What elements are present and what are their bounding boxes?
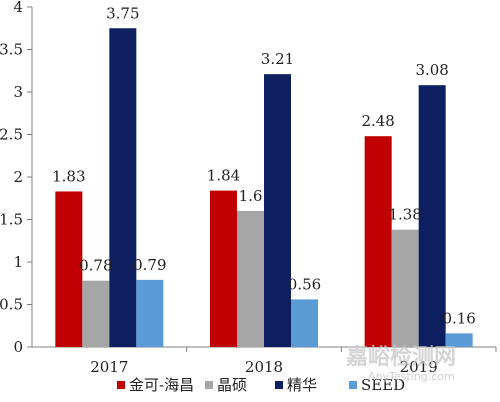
y-tick-label: 3 bbox=[13, 83, 23, 101]
y-tick-label: 2 bbox=[13, 168, 23, 186]
bar-2017-series-1 bbox=[82, 280, 110, 347]
data-label: 0.78 bbox=[79, 257, 112, 275]
x-tick-label: 2018 bbox=[245, 358, 283, 376]
legend: 金可-海昌 晶硕 精华 SEED bbox=[117, 376, 405, 394]
y-tick-label: 3.5 bbox=[0, 41, 23, 59]
bar-2019-series-2 bbox=[418, 85, 446, 347]
data-labels: 1.83 0.78 3.75 0.79 1.84 1.6 3.21 0.56 2.48 1.38 3… bbox=[52, 4, 476, 327]
legend-swatch-2 bbox=[275, 381, 283, 389]
bar-2018-series-0 bbox=[210, 190, 237, 347]
data-label: 0.79 bbox=[133, 256, 166, 274]
y-tick-label: 1 bbox=[13, 253, 23, 271]
y-tick-label: 2.5 bbox=[0, 126, 23, 144]
bar-2017-series-3 bbox=[136, 279, 164, 347]
data-label: 3.08 bbox=[415, 61, 448, 79]
y-tick-label: 0.5 bbox=[0, 296, 23, 314]
legend-label-3: SEED bbox=[361, 376, 405, 394]
bar-2017-series-2 bbox=[109, 28, 137, 347]
watermark-url: AnyTesting.com bbox=[368, 370, 455, 383]
x-tick-label: 2019 bbox=[400, 358, 438, 376]
bar-2018-series-1 bbox=[237, 211, 264, 347]
data-label: 1.38 bbox=[388, 206, 421, 224]
bar-series bbox=[55, 28, 473, 348]
legend-label-1: 晶硕 bbox=[217, 376, 247, 394]
bar-2019-series-3 bbox=[445, 333, 473, 347]
legend-swatch-0 bbox=[117, 381, 125, 389]
bar-2019-series-0 bbox=[364, 136, 392, 347]
y-tick-label: 0 bbox=[13, 338, 23, 356]
watermark: 嘉峪检测网 AnyTesting.com bbox=[346, 344, 456, 383]
data-label: 3.75 bbox=[106, 4, 139, 22]
data-label: 2.48 bbox=[361, 112, 394, 130]
legend-label-0: 金可-海昌 bbox=[129, 376, 194, 394]
y-tick-label: 4 bbox=[13, 0, 23, 16]
watermark-title: 嘉峪检测网 bbox=[346, 344, 456, 370]
legend-label-2: 精华 bbox=[287, 376, 317, 394]
legend-swatch-3 bbox=[349, 381, 357, 389]
data-label: 1.6 bbox=[239, 187, 263, 205]
bar-2019-series-1 bbox=[391, 229, 419, 347]
y-axis-ticks: 0 0.5 1 1.5 2 2.5 3 3.5 4 bbox=[0, 0, 32, 356]
bar-2017-series-0 bbox=[55, 191, 83, 347]
legend-swatch-1 bbox=[205, 381, 213, 389]
data-label: 3.21 bbox=[261, 50, 294, 68]
data-label: 0.16 bbox=[442, 309, 475, 327]
data-label: 1.84 bbox=[207, 167, 240, 185]
bar-2018-series-2 bbox=[264, 74, 291, 348]
bar-2018-series-3 bbox=[291, 299, 318, 347]
data-label: 0.56 bbox=[288, 275, 321, 293]
data-label: 1.83 bbox=[52, 167, 85, 185]
y-tick-label: 1.5 bbox=[0, 211, 23, 229]
x-axis-ticks: 2017 2018 2019 bbox=[90, 347, 497, 376]
x-tick-label: 2017 bbox=[90, 358, 128, 376]
